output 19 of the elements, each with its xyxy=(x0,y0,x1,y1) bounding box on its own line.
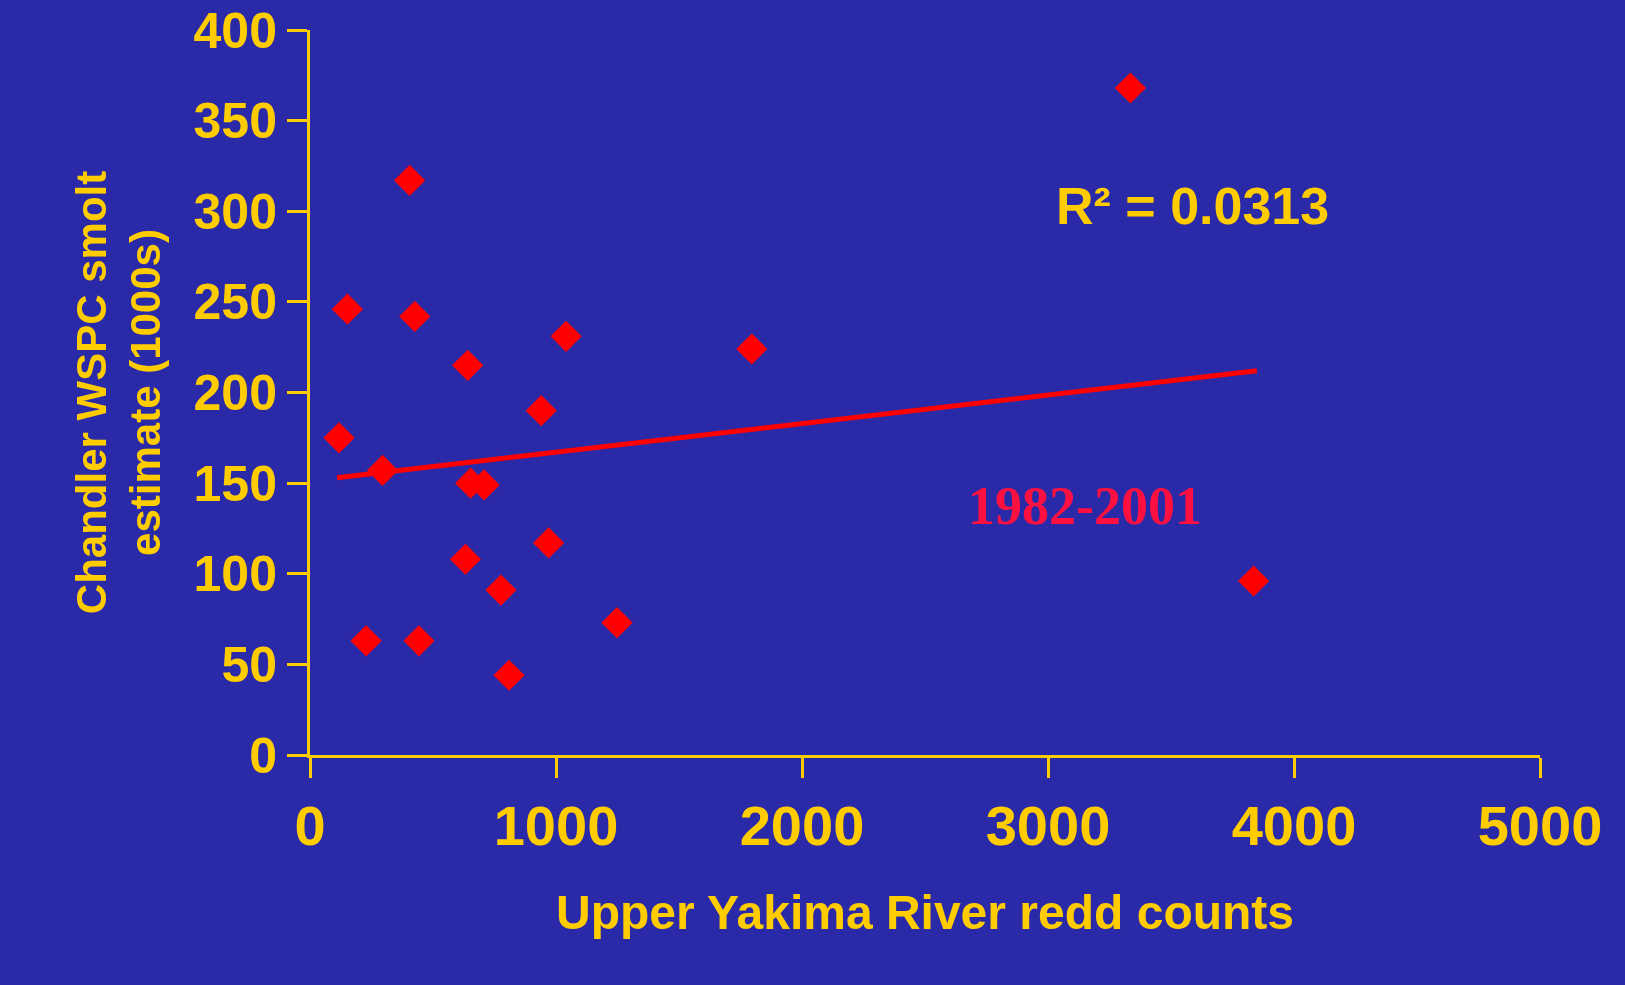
y-tick-label: 300 xyxy=(193,183,277,240)
y-tick-label: 350 xyxy=(193,93,277,150)
y-tick-label: 150 xyxy=(193,455,277,512)
x-tick-label: 1000 xyxy=(493,794,619,858)
annotation: 1982-2001 xyxy=(968,476,1202,536)
y-tick-label: 50 xyxy=(221,636,277,693)
y-tick-label: 400 xyxy=(193,2,277,59)
x-axis-title: Upper Yakima River redd counts xyxy=(555,886,1295,940)
y-tick-label: 200 xyxy=(193,365,277,421)
x-tick-label: 2000 xyxy=(739,794,865,858)
y-axis-title: Chandler WSPC smolt estimate (1000s) xyxy=(67,170,170,615)
x-tick-label: 5000 xyxy=(1477,794,1603,858)
y-tick-label: 0 xyxy=(249,727,277,784)
y-tick-label: 100 xyxy=(193,546,277,603)
x-tick-label: 0 xyxy=(294,794,326,858)
x-tick-label: 4000 xyxy=(1231,794,1357,858)
annotation: R² = 0.0313 xyxy=(1056,177,1330,235)
y-tick-label: 250 xyxy=(193,274,277,331)
x-tick-label: 3000 xyxy=(985,794,1111,858)
